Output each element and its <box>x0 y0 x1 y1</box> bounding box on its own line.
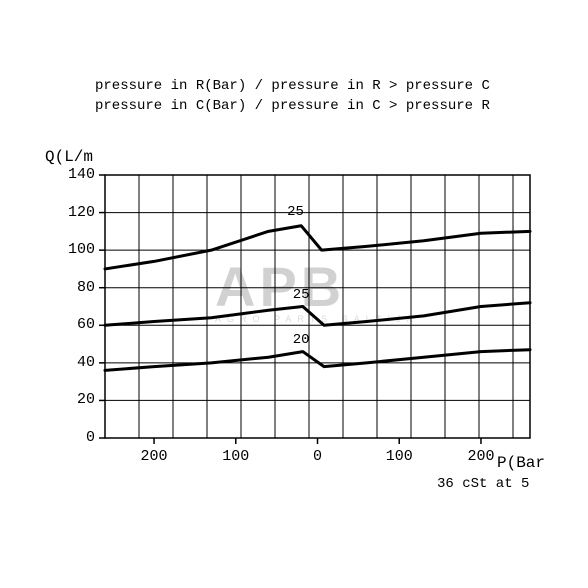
x-tick: 200 <box>461 448 501 465</box>
y-tick: 40 <box>55 354 95 371</box>
x-tick: 100 <box>379 448 419 465</box>
y-tick: 60 <box>55 316 95 333</box>
y-tick: 100 <box>55 241 95 258</box>
x-tick: 200 <box>134 448 174 465</box>
series-label: 25 <box>293 287 310 303</box>
chart-container: { "header":{ "line1":"pressure in R(Bar)… <box>0 0 588 588</box>
series-label: 25 <box>287 204 304 220</box>
y-tick: 0 <box>55 429 95 446</box>
y-tick: 120 <box>55 204 95 221</box>
x-tick: 100 <box>216 448 256 465</box>
y-tick: 140 <box>55 166 95 183</box>
y-tick: 20 <box>55 391 95 408</box>
series-label: 20 <box>293 332 310 348</box>
y-tick: 80 <box>55 279 95 296</box>
x-tick: 0 <box>298 448 338 465</box>
